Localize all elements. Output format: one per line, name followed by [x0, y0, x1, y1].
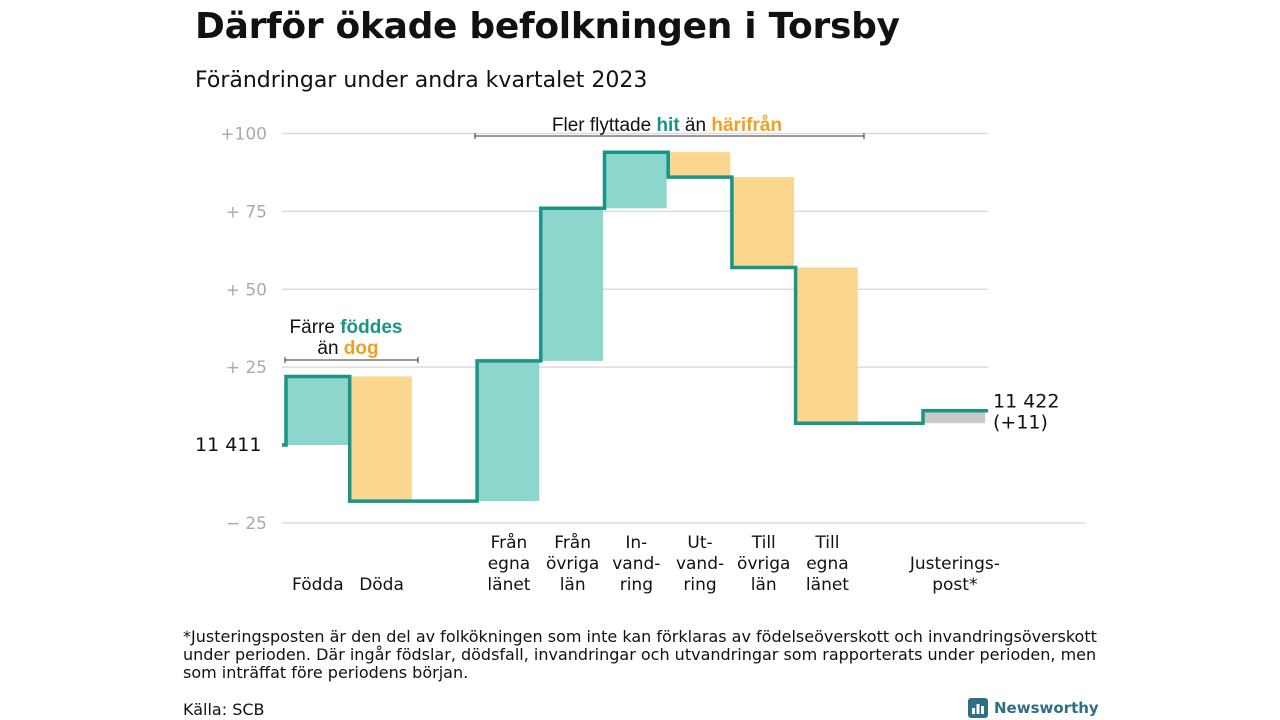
waterfall-bar	[606, 152, 667, 209]
waterfall-bar	[478, 360, 540, 502]
annotation-text: än dog	[317, 338, 378, 359]
y-tick-label: + 75	[226, 202, 267, 222]
annotation-part: Fler flyttade	[552, 115, 657, 136]
annotation-text: Fler flyttade hit än härifrån	[552, 115, 782, 136]
y-tick-label: + 50	[226, 280, 267, 300]
category-label: Döda	[359, 575, 404, 595]
newsworthy-icon	[968, 698, 988, 718]
annotation-part: än	[680, 115, 712, 136]
annotation-part: än	[317, 338, 343, 359]
category-label: vand-	[676, 554, 724, 574]
category-label: län	[751, 575, 777, 595]
waterfall-bar	[542, 208, 603, 361]
category-label: post*	[932, 575, 977, 595]
chart-title: Därför ökade befolkningen i Torsby	[195, 6, 900, 47]
y-tick-label: + 25	[226, 358, 267, 378]
start-value-label: 11 411	[195, 434, 261, 456]
category-label: Födda	[292, 575, 344, 595]
chart-subtitle: Förändringar under andra kvartalet 2023	[195, 68, 648, 93]
y-tick-label: − 25	[226, 514, 267, 534]
category-label: Från	[491, 532, 528, 553]
annotation-part: hit	[656, 115, 680, 136]
annotation-part: Färre	[290, 317, 341, 338]
end-value-label: 11 422	[993, 391, 1059, 413]
waterfall-step-line	[282, 150, 988, 503]
footnote: *Justeringsposten är den del av folkökni…	[183, 627, 1097, 682]
waterfall-bar	[924, 410, 986, 424]
category-label: övriga	[546, 554, 599, 574]
category-label: län	[560, 575, 586, 595]
category-label: egna	[488, 554, 530, 574]
annotation-part: föddes	[340, 317, 402, 338]
waterfall-bar	[669, 152, 731, 178]
waterfall-bar	[351, 376, 412, 502]
annotation-part: dog	[344, 338, 379, 359]
category-label: länet	[487, 575, 530, 595]
category-label: Justerings-	[909, 554, 1000, 574]
annotation-part: härifrån	[711, 115, 782, 136]
category-label: Ut-	[687, 533, 712, 553]
category-label: Till	[814, 533, 839, 553]
y-tick-label: +100	[220, 125, 267, 145]
end-value-label: (+11)	[993, 412, 1048, 434]
category-label: vand-	[612, 554, 660, 574]
waterfall-bar	[797, 267, 858, 424]
category-label: ring	[683, 575, 716, 595]
category-label: Till	[751, 533, 776, 553]
waterfall-bar	[733, 177, 795, 268]
category-label: länet	[806, 575, 849, 595]
source-label: Källa: SCB	[183, 700, 265, 719]
category-label: Från	[554, 532, 591, 553]
category-label: ring	[620, 575, 653, 595]
waterfall-bar	[287, 376, 349, 445]
category-label: egna	[806, 554, 848, 574]
annotation-text: Färre föddes	[290, 317, 403, 338]
brand-name: Newsworthy	[994, 699, 1099, 717]
category-label: In-	[625, 533, 647, 553]
category-label: övriga	[737, 554, 790, 574]
newsworthy-logo: Newsworthy	[968, 697, 1099, 719]
